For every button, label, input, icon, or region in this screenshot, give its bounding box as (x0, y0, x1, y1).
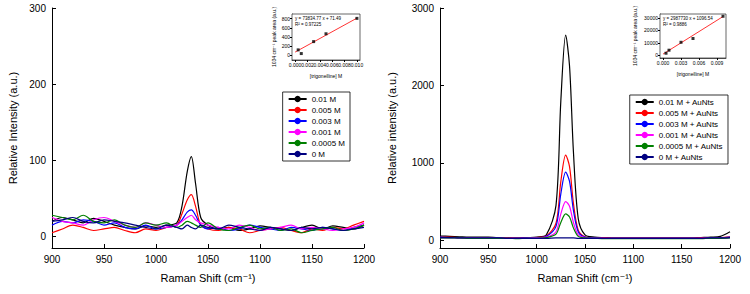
svg-text:0.006: 0.006 (693, 60, 706, 66)
svg-text:800: 800 (282, 16, 291, 22)
svg-text:100: 100 (29, 155, 46, 166)
svg-text:0.01 M + AuNts: 0.01 M + AuNts (659, 98, 714, 107)
svg-text:y = 2987730 x + 1096.54: y = 2987730 x + 1096.54 (663, 16, 713, 21)
svg-text:0 M: 0 M (312, 150, 326, 159)
svg-text:0.002: 0.002 (301, 62, 314, 68)
svg-text:10000: 10000 (644, 40, 658, 46)
svg-text:1050: 1050 (197, 254, 220, 265)
svg-text:0.003: 0.003 (675, 60, 688, 66)
svg-text:3000: 3000 (412, 3, 435, 14)
svg-text:R² = 0.97225: R² = 0.97225 (295, 22, 322, 27)
svg-text:600: 600 (282, 25, 291, 31)
svg-text:0: 0 (655, 52, 658, 58)
svg-text:Raman Shift (cm⁻¹): Raman Shift (cm⁻¹) (160, 272, 255, 284)
svg-text:1200: 1200 (719, 254, 742, 265)
svg-text:1100: 1100 (623, 254, 645, 265)
svg-text:Relative Intensity (a.u.): Relative Intensity (a.u.) (7, 72, 19, 185)
svg-text:0: 0 (287, 52, 290, 58)
svg-text:0.010: 0.010 (351, 62, 364, 68)
svg-text:Raman Shift (cm⁻¹): Raman Shift (cm⁻¹) (537, 272, 632, 284)
svg-text:0.006: 0.006 (326, 62, 339, 68)
svg-text:20000: 20000 (644, 27, 658, 33)
svg-text:0.0005 M: 0.0005 M (312, 139, 346, 148)
svg-text:0.009: 0.009 (711, 60, 724, 66)
svg-text:1000: 1000 (145, 254, 168, 265)
svg-text:0.01 M: 0.01 M (312, 95, 337, 104)
svg-text:0.005 M + AuNts: 0.005 M + AuNts (659, 109, 718, 118)
svg-text:0.000: 0.000 (289, 62, 302, 68)
svg-text:1050: 1050 (574, 254, 597, 265)
svg-text:0: 0 (428, 235, 434, 246)
svg-text:400: 400 (282, 34, 291, 40)
svg-text:900: 900 (432, 254, 449, 265)
svg-text:R² = 0.9886: R² = 0.9886 (663, 22, 687, 27)
svg-text:1150: 1150 (671, 254, 693, 265)
svg-text:0.005 M: 0.005 M (312, 106, 341, 115)
svg-text:950: 950 (96, 254, 113, 265)
svg-text:200: 200 (282, 43, 291, 49)
svg-text:[trigonelline] M: [trigonelline] M (310, 73, 343, 79)
svg-text:0.000: 0.000 (657, 60, 670, 66)
svg-text:950: 950 (480, 254, 497, 265)
svg-text:1034 cm⁻¹ peak area (a.u.): 1034 cm⁻¹ peak area (a.u.) (271, 7, 277, 68)
svg-text:1000: 1000 (526, 254, 549, 265)
svg-text:Relative intensity (a.u.): Relative intensity (a.u.) (386, 72, 398, 184)
svg-text:2000: 2000 (412, 80, 435, 91)
svg-text:0: 0 (40, 231, 46, 242)
svg-text:0.004: 0.004 (314, 62, 327, 68)
svg-text:200: 200 (29, 79, 46, 90)
svg-text:0.0005 M + AuNts: 0.0005 M + AuNts (659, 142, 723, 151)
svg-text:0.001 M: 0.001 M (312, 128, 341, 137)
svg-text:300: 300 (29, 3, 46, 14)
svg-text:900: 900 (44, 254, 61, 265)
svg-text:30000: 30000 (644, 15, 658, 21)
svg-text:0 M + AuNts: 0 M + AuNts (659, 153, 703, 162)
svg-text:y = 73834.77 x + 71.49: y = 73834.77 x + 71.49 (295, 16, 342, 21)
svg-text:1000: 1000 (412, 157, 435, 168)
svg-text:0.001 M + AuNts: 0.001 M + AuNts (659, 131, 718, 140)
svg-text:1034 cm⁻¹ peak area (a.u.): 1034 cm⁻¹ peak area (a.u.) (632, 6, 638, 67)
svg-text:0.003 M + AuNts: 0.003 M + AuNts (659, 120, 718, 129)
svg-text:1200: 1200 (353, 254, 376, 265)
svg-text:0.008: 0.008 (338, 62, 351, 68)
svg-text:1150: 1150 (301, 254, 323, 265)
svg-text:1100: 1100 (249, 254, 271, 265)
svg-text:0.003 M: 0.003 M (312, 117, 341, 126)
svg-text:[trigonelline] M: [trigonelline] M (677, 71, 710, 77)
